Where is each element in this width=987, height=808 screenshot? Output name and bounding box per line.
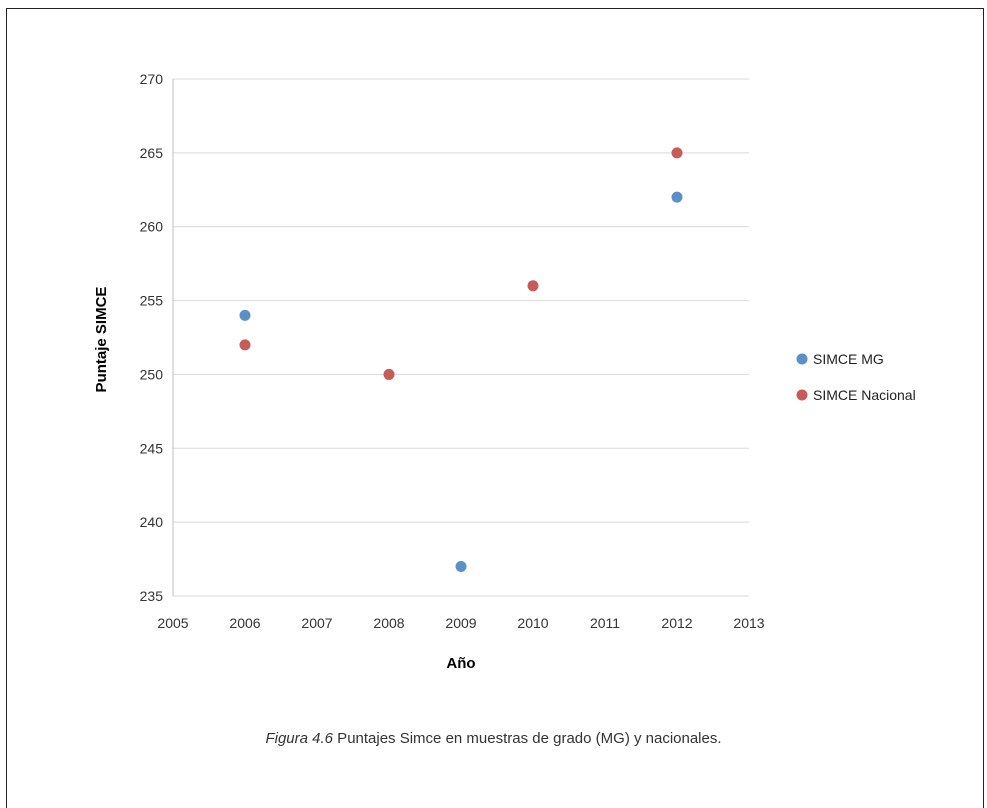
y-axis-title: Puntaje SIMCE <box>93 287 110 393</box>
x-tick-label-2012: 2012 <box>661 615 692 631</box>
x-tick-label-2008: 2008 <box>373 615 404 631</box>
data-point-mg-2012 <box>671 191 683 203</box>
figure-caption: Figura 4.6 Puntajes Simce en muestras de… <box>0 730 987 747</box>
x-tick-label-2010: 2010 <box>517 615 548 631</box>
x-tick-label-2007: 2007 <box>301 615 332 631</box>
data-point-nacional-2006 <box>239 339 251 351</box>
data-point-nacional-2008 <box>383 368 395 380</box>
data-point-mg-2006 <box>239 309 251 321</box>
y-tick-label-255: 255 <box>140 293 164 309</box>
y-tick-label-260: 260 <box>140 219 164 235</box>
data-point-nacional-2010 <box>527 280 539 292</box>
x-axis-title: Año <box>446 655 475 672</box>
y-tick-label-270: 270 <box>140 71 164 87</box>
page-frame <box>6 8 984 808</box>
scatter-chart: 235 240 245 250 255 260 265 270 2005 2006 2007 2008… <box>93 71 916 672</box>
legend-marker-nacional <box>796 389 808 401</box>
y-tick-label-235: 235 <box>140 588 164 604</box>
data-point-nacional-2012 <box>671 147 683 159</box>
x-tick-label-2013: 2013 <box>733 615 764 631</box>
x-tick-label-2011: 2011 <box>590 615 620 631</box>
legend-marker-mg <box>796 353 808 365</box>
legend-label-nacional: SIMCE Nacional <box>813 387 916 403</box>
data-point-mg-2009 <box>455 560 467 572</box>
y-tick-label-250: 250 <box>140 366 164 382</box>
figure-caption-text: Puntajes Simce en muestras de grado (MG)… <box>333 730 722 747</box>
x-tick-label-2006: 2006 <box>229 615 260 631</box>
x-tick-label-2009: 2009 <box>445 615 476 631</box>
x-tick-label-2005: 2005 <box>157 615 188 631</box>
y-tick-label-240: 240 <box>140 514 164 530</box>
figure-caption-label: Figura 4.6 <box>265 730 334 747</box>
legend-label-mg: SIMCE MG <box>813 351 884 367</box>
y-tick-label-245: 245 <box>140 440 164 456</box>
y-tick-label-265: 265 <box>140 145 164 161</box>
